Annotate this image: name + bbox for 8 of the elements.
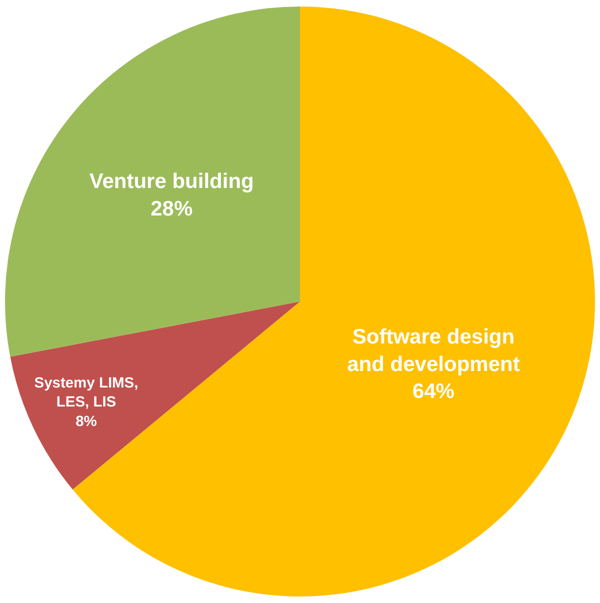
slice-label: Venture building <box>89 170 254 194</box>
pie-slice <box>6 6 300 357</box>
slice-label: Systemy LIMS, LES, LIS <box>34 375 138 411</box>
pie-slice <box>10 302 300 490</box>
data-label: 28% <box>150 197 193 220</box>
data-label: 64% <box>412 380 455 404</box>
data-label: 8% <box>76 414 97 430</box>
slice-label: Software design and development <box>347 326 520 376</box>
